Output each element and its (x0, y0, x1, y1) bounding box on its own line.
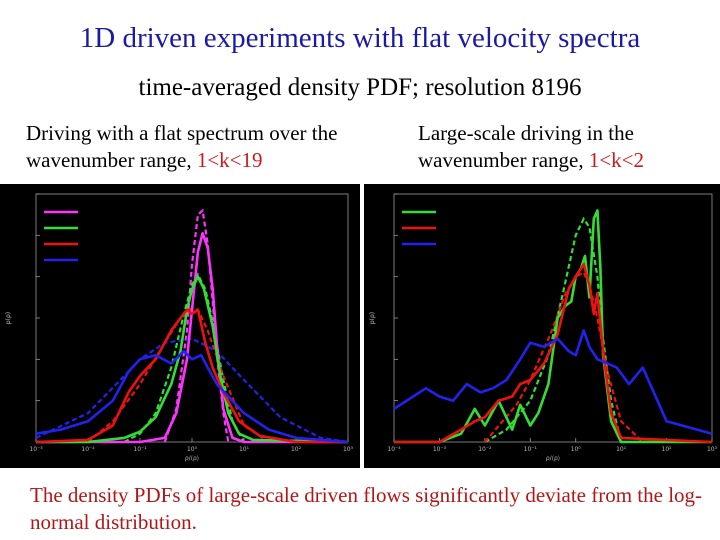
series-line-green (394, 209, 712, 444)
right-caption-range: 1<k<2 (588, 148, 645, 172)
left-caption: Driving with a flat spectrum over the wa… (26, 120, 371, 174)
x-tick-label: 10³ (343, 446, 354, 453)
y-axis-label: p(ρ) (5, 312, 12, 324)
left-caption-text: Driving with a flat spectrum over the wa… (26, 121, 338, 172)
fit-line-blue (35, 337, 349, 444)
series-line-blue (35, 349, 349, 444)
y-axis-label: p(ρ) (369, 312, 376, 324)
x-tick-label: 10⁻² (81, 446, 95, 453)
fit-line-green (123, 272, 245, 443)
x-tick-label: 10¹ (239, 446, 250, 453)
x-tick-label: 10⁻² (478, 446, 492, 453)
left-plot-panel: 10⁻³ 10⁻² 10⁻¹ 10⁰ 10¹ 10² 10³ ρ/⟨ρ⟩ p(ρ) (0, 184, 360, 468)
x-tick-label: 10⁻³ (29, 446, 43, 453)
x-axis-label: ρ/⟨ρ⟩ (546, 455, 560, 462)
right-caption-text: Large-scale driving in the wavenumber ra… (418, 121, 634, 172)
series-line-green (36, 275, 349, 444)
fit-line-red (484, 270, 644, 443)
plot-frame (393, 193, 713, 443)
x-tick-label: 10² (662, 446, 673, 453)
x-tick-label: 10⁻¹ (524, 446, 538, 453)
series-line-red (394, 263, 713, 444)
slide-subtitle: time-averaged density PDF; resolution 81… (138, 74, 582, 101)
x-tick-label: 10⁰ (571, 446, 582, 453)
series-line-red (35, 308, 348, 444)
x-tick-label: 10¹ (616, 446, 627, 453)
x-tick-label: 10² (291, 446, 302, 453)
fit-line-green (484, 216, 623, 443)
x-tick-label: 10⁻⁴ (387, 446, 401, 453)
right-plot-svg: 10⁻⁴ 10⁻³ 10⁻² 10⁻¹ 10⁰ 10¹ 10² 10³ ρ/⟨ρ⟩ p(ρ) (369, 193, 718, 462)
x-tick-label: 10⁰ (187, 446, 198, 453)
left-plot-svg: 10⁻³ 10⁻² 10⁻¹ 10⁰ 10¹ 10² 10³ ρ/⟨ρ⟩ p(ρ) (5, 193, 354, 462)
series-line-magenta (36, 232, 348, 444)
left-caption-range: 1<k<19 (196, 148, 263, 172)
slide-title: 1D driven experiments with flat velocity… (79, 22, 641, 54)
x-axis-label: ρ/⟨ρ⟩ (185, 455, 199, 462)
x-tick-label: 10⁻³ (433, 446, 447, 453)
bottom-note: The density PDFs of large-scale driven f… (30, 483, 703, 534)
series-line-blue (393, 329, 713, 435)
x-tick-label: 10³ (707, 446, 718, 453)
x-tick-label: 10⁻¹ (133, 446, 147, 453)
right-plot-panel: 10⁻⁴ 10⁻³ 10⁻² 10⁻¹ 10⁰ 10¹ 10² 10³ ρ/⟨ρ⟩ p(ρ) (364, 184, 720, 468)
right-caption: Large-scale driving in the wavenumber ra… (418, 120, 718, 174)
